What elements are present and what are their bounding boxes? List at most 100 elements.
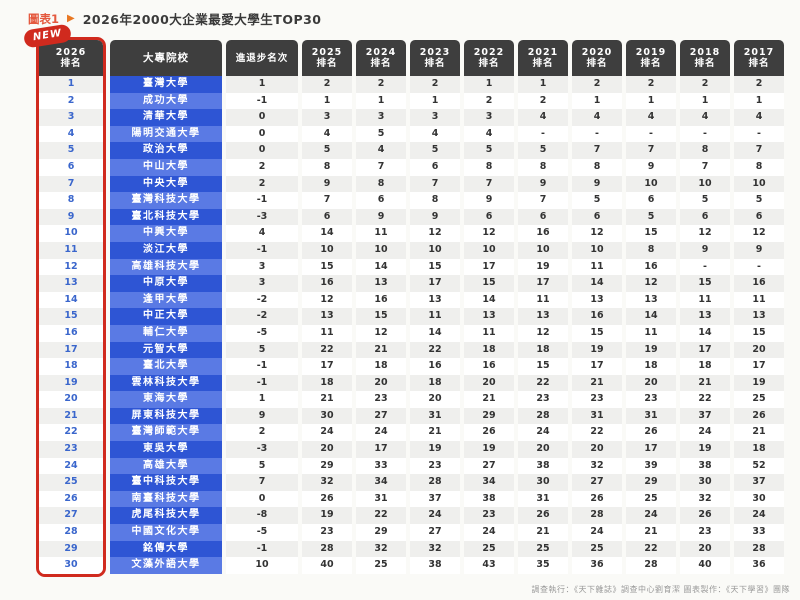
rank-cell: 11 — [39, 241, 103, 259]
university-cell: 臺北科技大學 — [110, 208, 222, 226]
university-cell: 元智大學 — [110, 341, 222, 359]
year-column-header: 2017 排名 — [734, 40, 784, 76]
university-cell: 中原大學 — [110, 275, 222, 292]
figure-label: 圖表1 — [28, 11, 60, 26]
year-cell: 10 — [356, 241, 406, 259]
year-cell: 6 — [356, 192, 406, 209]
year-cell: 5 — [464, 142, 514, 159]
year-cell: 19 — [734, 374, 784, 392]
year-cell: 15 — [626, 225, 676, 242]
year-cell: 26 — [302, 490, 352, 508]
year-cell: 40 — [302, 557, 352, 574]
university-cell: 銘傳大學 — [110, 540, 222, 558]
year-cell: 23 — [302, 524, 352, 541]
year-cell: 14 — [626, 308, 676, 325]
year-cell: 25 — [356, 557, 406, 574]
year-cell: 10 — [572, 241, 622, 259]
year-cell: 13 — [410, 291, 460, 309]
year-cell: 16 — [518, 225, 568, 242]
year-cell: 27 — [356, 407, 406, 425]
year-cell: 8 — [572, 158, 622, 176]
year-cell: 9 — [680, 241, 730, 259]
year-cell: 22 — [680, 391, 730, 408]
year-cell: 32 — [410, 540, 460, 558]
rank-header-year: 2026 — [55, 47, 87, 58]
year-cell: 24 — [356, 424, 406, 442]
year-cell: 4 — [626, 109, 676, 126]
ranking-table: 2026 排名 1 2 3 4 5 6 7 8 9 10 11 12 13 14 15 16 17 18 19 20 2… — [22, 23, 784, 577]
year-cell: 12 — [572, 225, 622, 242]
year-cell: 6 — [680, 208, 730, 226]
year-cell: 14 — [572, 275, 622, 292]
rank-cell: 14 — [39, 291, 103, 309]
year-cell: 9 — [356, 208, 406, 226]
year-cell: 3 — [356, 109, 406, 126]
rank-cell: 23 — [39, 441, 103, 458]
year-cell: 31 — [572, 407, 622, 425]
year-cell: 36 — [734, 557, 784, 574]
year-cell: 6 — [410, 158, 460, 176]
year-cell: 10 — [626, 175, 676, 193]
year-column-header: 2021 排名 — [518, 40, 568, 76]
university-cell: 輔仁大學 — [110, 324, 222, 342]
year-cell: 19 — [518, 258, 568, 276]
year-cell: 52 — [734, 457, 784, 475]
year-cell: 21 — [626, 524, 676, 541]
year-cell: 7 — [302, 192, 352, 209]
year-cell: 17 — [572, 358, 622, 375]
year-cell: 21 — [680, 374, 730, 392]
year-cell: 10 — [410, 241, 460, 259]
year-cell: 11 — [734, 291, 784, 309]
year-cell: 15 — [572, 324, 622, 342]
year-cell: 6 — [734, 208, 784, 226]
year-cell: 17 — [518, 275, 568, 292]
university-cell: 臺灣大學 — [110, 76, 222, 93]
year-cell: 17 — [626, 441, 676, 458]
rank-cell: 15 — [39, 308, 103, 325]
year-cell: 23 — [626, 391, 676, 408]
year-cell: 9 — [518, 175, 568, 193]
year-cell: 20 — [464, 374, 514, 392]
year-cell: 5 — [680, 192, 730, 209]
year-cell: 13 — [518, 308, 568, 325]
change-cell: 0 — [226, 142, 298, 159]
year-cell: 17 — [680, 341, 730, 359]
year-cell: 4 — [518, 109, 568, 126]
change-cell: -8 — [226, 507, 298, 525]
rank-cell: 26 — [39, 490, 103, 508]
year-column-header: 2020 排名 — [572, 40, 622, 76]
change-cell: -2 — [226, 308, 298, 325]
year-cell: 26 — [464, 424, 514, 442]
year-cell: 29 — [356, 524, 406, 541]
year-cell: 20 — [410, 391, 460, 408]
source-note: 調查執行：《天下雜誌》調查中心劉育潔 圖表製作：《天下學習》團隊 — [531, 585, 790, 594]
year-cell: 12 — [356, 324, 406, 342]
university-cell: 雲林科技大學 — [110, 374, 222, 392]
year-cell: 43 — [464, 557, 514, 574]
year-cell: 27 — [410, 524, 460, 541]
year-column-body: 1 2 3 4 5 8 7 9 6 12 10 17 15 14 13 11 18 16 20 21 29 26 19 27 3… — [464, 76, 514, 574]
year-column-2017: 2017 排名 2 1 4-7 8 10 5 6 12 9-16 11 13 15 20 17 19 25 26 21… — [734, 40, 784, 574]
year-cell: 6 — [302, 208, 352, 226]
year-cell: 22 — [410, 341, 460, 359]
change-cell: -1 — [226, 358, 298, 375]
year-cell: - — [626, 125, 676, 143]
rank-header-label: 排名 — [60, 58, 82, 69]
change-cell: -1 — [226, 374, 298, 392]
year-cell: - — [734, 258, 784, 276]
rank-cell: 19 — [39, 374, 103, 392]
year-cell: 9 — [464, 192, 514, 209]
year-cell: 10 — [302, 241, 352, 259]
year-cell: 8 — [464, 158, 514, 176]
change-cell: 9 — [226, 407, 298, 425]
year-cell: 34 — [464, 474, 514, 491]
year-cell: 21 — [302, 391, 352, 408]
year-cell: 7 — [626, 142, 676, 159]
rank-cell: 1 — [39, 76, 103, 93]
university-column-header: 大專院校 — [110, 40, 222, 76]
year-column-header: 2022 排名 — [464, 40, 514, 76]
year-cell: 15 — [518, 358, 568, 375]
year-column-2022: 2022 排名 1 2 3 4 5 8 7 9 6 12 10 17 15 14 13 11 18 16 20 21 29 2… — [464, 40, 514, 574]
year-column-2024: 2024 排名 2 1 3 5 4 7 8 6 9 11 10 14 13 16 15 12 21 18 20 23 27 2… — [356, 40, 406, 574]
rank-cell: 10 — [39, 225, 103, 242]
